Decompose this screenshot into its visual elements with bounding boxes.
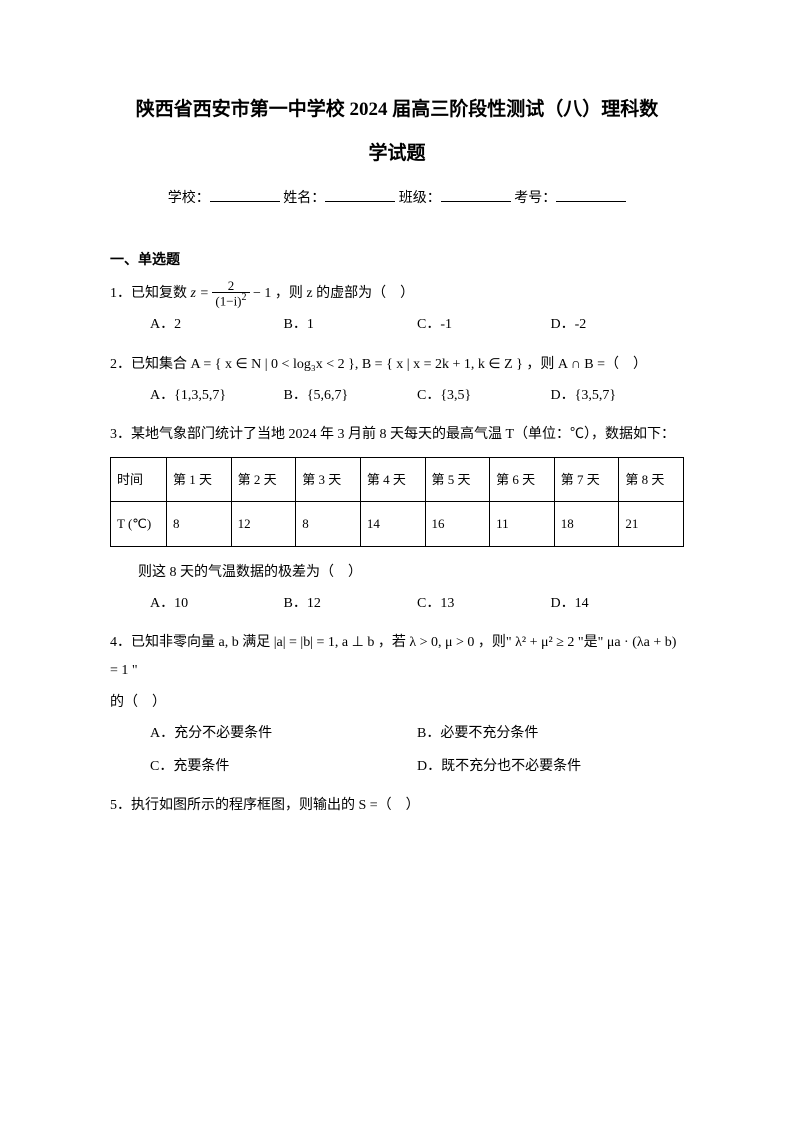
q3-r2-head: T (℃): [111, 502, 167, 546]
q3-opt-c[interactable]: C．13: [417, 593, 551, 615]
q3-r2-c7: 18: [554, 502, 619, 546]
q3-r1-c3: 第 3 天: [296, 457, 361, 501]
q3-r2-c5: 16: [425, 502, 490, 546]
q3-r1-c2: 第 2 天: [231, 457, 296, 501]
q3-r2-c6: 11: [490, 502, 555, 546]
title-line-1: 陕西省西安市第一中学校 2024 届高三阶段性测试（八）理科数: [110, 95, 684, 125]
q2-opt-a[interactable]: A．{1,3,5,7}: [150, 385, 284, 407]
q1-opt-b[interactable]: B．1: [284, 314, 418, 336]
q4-opt-b[interactable]: B．必要不充分条件: [417, 723, 684, 745]
q3-r1-c7: 第 7 天: [554, 457, 619, 501]
q1-frac-num: 2: [212, 279, 249, 294]
name-label: 姓名：: [283, 191, 325, 206]
q2-opt-b[interactable]: B．{5,6,7}: [284, 385, 418, 407]
q2-opt-c[interactable]: C．{3,5}: [417, 385, 551, 407]
q1-opt-c[interactable]: C．-1: [417, 314, 551, 336]
q1-frac-den: (1−i)2: [212, 293, 249, 308]
q4-opt-d[interactable]: D．既不充分也不必要条件: [417, 756, 684, 778]
q1-stem: 1．已知复数 z = 2(1−i)2 − 1 ，则 z 的虚部为（ ）: [110, 279, 684, 309]
q1-z-eq: z =: [191, 286, 213, 301]
q1-opt-d[interactable]: D．-2: [551, 314, 685, 336]
q3-r2-c2: 12: [231, 502, 296, 546]
q1-right: − 1 ，则 z 的虚部为（ ）: [250, 286, 415, 301]
q3-r1-c8: 第 8 天: [619, 457, 684, 501]
q4-opt-c[interactable]: C．充要条件: [150, 756, 417, 778]
table-row: T (℃) 8 12 8 14 16 11 18 21: [111, 502, 684, 546]
q4-options: A．充分不必要条件 B．必要不充分条件 C．充要条件 D．既不充分也不必要条件: [110, 723, 684, 778]
q3-r1-head: 时间: [111, 457, 167, 501]
examno-blank[interactable]: [556, 186, 626, 202]
section-heading: 一、单选题: [110, 250, 684, 272]
q3-r2-c8: 21: [619, 502, 684, 546]
question-4: 4．已知非零向量 a, b 满足 |a| = |b| = 1, a ⊥ b ，若…: [110, 629, 684, 717]
q5-stem: 5．执行如图所示的程序框图，则输出的 S =（ ）: [110, 792, 684, 820]
q3-r1-c6: 第 6 天: [490, 457, 555, 501]
q4-stem: 4．已知非零向量 a, b 满足 |a| = |b| = 1, a ⊥ b ，若…: [110, 629, 684, 685]
q2-opt-d[interactable]: D．{3,5,7}: [551, 385, 685, 407]
class-label: 班级：: [399, 191, 441, 206]
q3-r2-c3: 8: [296, 502, 361, 546]
q3-opt-a[interactable]: A．10: [150, 593, 284, 615]
title-line-2: 学试题: [110, 139, 684, 169]
q3-table: 时间 第 1 天 第 2 天 第 3 天 第 4 天 第 5 天 第 6 天 第…: [110, 457, 684, 547]
q2-stem: 2．已知集合 A = { x ∈ N | 0 < log₃x < 2 }, B …: [110, 351, 684, 379]
q3-stem: 3．某地气象部门统计了当地 2024 年 3 月前 8 天每天的最高气温 T（单…: [110, 421, 684, 449]
q1-prefix: 1．已知复数: [110, 286, 191, 301]
school-blank[interactable]: [210, 186, 280, 202]
q2-options: A．{1,3,5,7} B．{5,6,7} C．{3,5} D．{3,5,7}: [110, 385, 684, 407]
q4-stem2: 的（ ）: [110, 689, 684, 717]
question-3: 3．某地气象部门统计了当地 2024 年 3 月前 8 天每天的最高气温 T（单…: [110, 421, 684, 587]
q3-r1-c4: 第 4 天: [360, 457, 425, 501]
q1-options: A．2 B．1 C．-1 D．-2: [110, 314, 684, 336]
question-5: 5．执行如图所示的程序框图，则输出的 S =（ ）: [110, 792, 684, 820]
class-blank[interactable]: [441, 186, 511, 202]
q1-fraction: 2(1−i)2: [212, 279, 249, 309]
question-1: 1．已知复数 z = 2(1−i)2 − 1 ，则 z 的虚部为（ ）: [110, 279, 684, 309]
q3-post: 则这 8 天的气温数据的极差为（ ）: [110, 559, 684, 587]
question-2: 2．已知集合 A = { x ∈ N | 0 < log₃x < 2 }, B …: [110, 351, 684, 379]
q3-opt-b[interactable]: B．12: [284, 593, 418, 615]
q3-r2-c4: 14: [360, 502, 425, 546]
examno-label: 考号：: [514, 191, 556, 206]
q3-r1-c1: 第 1 天: [167, 457, 232, 501]
name-blank[interactable]: [325, 186, 395, 202]
q3-opt-d[interactable]: D．14: [551, 593, 685, 615]
q3-options: A．10 B．12 C．13 D．14: [110, 593, 684, 615]
table-row: 时间 第 1 天 第 2 天 第 3 天 第 4 天 第 5 天 第 6 天 第…: [111, 457, 684, 501]
q1-opt-a[interactable]: A．2: [150, 314, 284, 336]
student-info-line: 学校： 姓名： 班级： 考号：: [110, 186, 684, 210]
school-label: 学校：: [168, 191, 210, 206]
q4-opt-a[interactable]: A．充分不必要条件: [150, 723, 417, 745]
q3-r2-c1: 8: [167, 502, 232, 546]
q3-r1-c5: 第 5 天: [425, 457, 490, 501]
